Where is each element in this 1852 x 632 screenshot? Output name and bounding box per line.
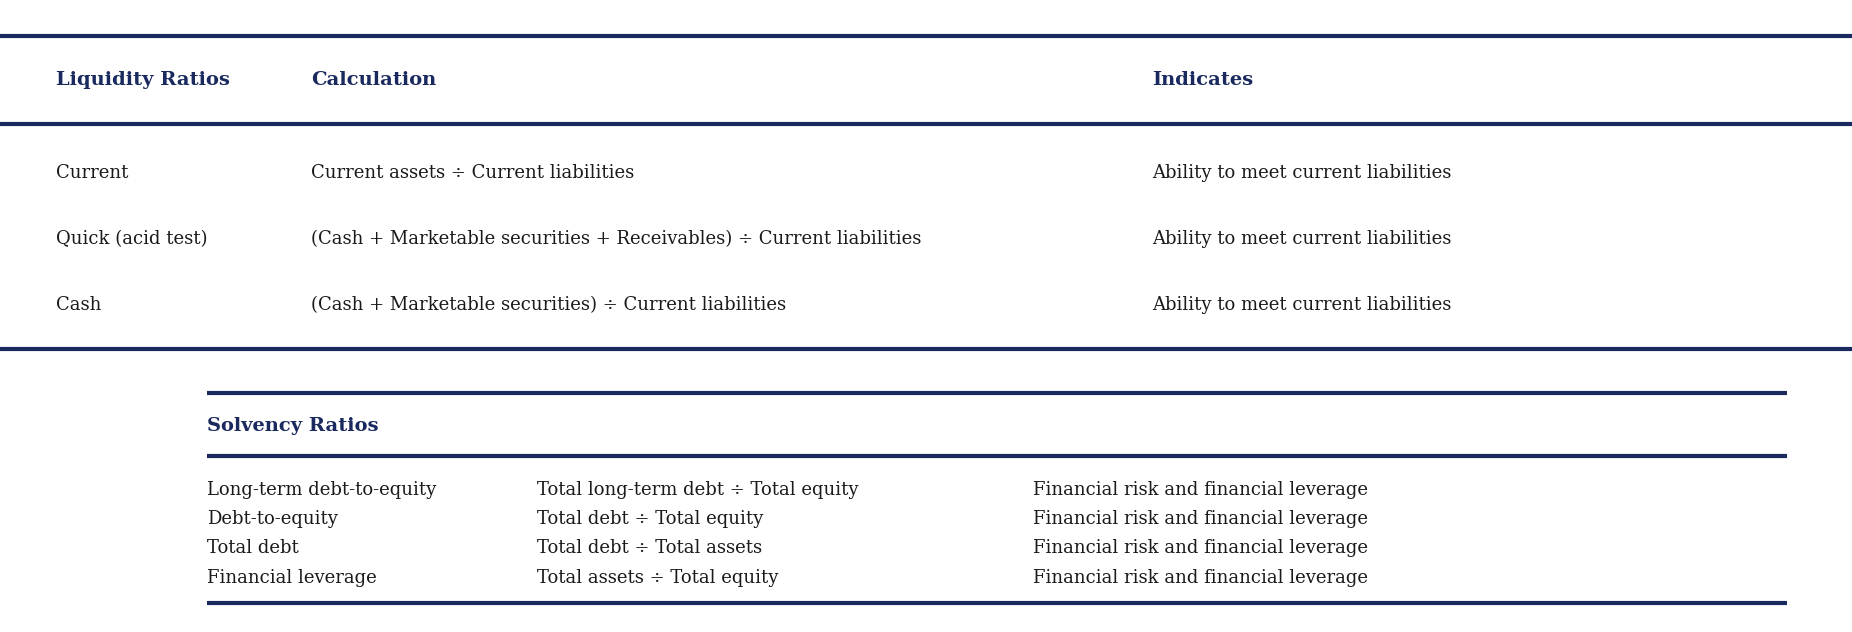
Text: Total long-term debt ÷ Total equity: Total long-term debt ÷ Total equity	[537, 481, 859, 499]
Text: Total debt ÷ Total assets: Total debt ÷ Total assets	[537, 540, 763, 557]
Text: (Cash + Marketable securities + Receivables) ÷ Current liabilities: (Cash + Marketable securities + Receivab…	[311, 230, 922, 248]
Text: Quick (acid test): Quick (acid test)	[56, 230, 207, 248]
Text: Financial risk and financial leverage: Financial risk and financial leverage	[1033, 569, 1369, 587]
Text: Debt-to-equity: Debt-to-equity	[207, 510, 339, 528]
Text: Ability to meet current liabilities: Ability to meet current liabilities	[1152, 296, 1452, 314]
Text: Total assets ÷ Total equity: Total assets ÷ Total equity	[537, 569, 778, 587]
Text: Solvency Ratios: Solvency Ratios	[207, 417, 380, 435]
Text: Ability to meet current liabilities: Ability to meet current liabilities	[1152, 164, 1452, 182]
Text: Long-term debt-to-equity: Long-term debt-to-equity	[207, 481, 437, 499]
Text: Financial risk and financial leverage: Financial risk and financial leverage	[1033, 540, 1369, 557]
Text: Calculation: Calculation	[311, 71, 437, 88]
Text: Total debt: Total debt	[207, 540, 300, 557]
Text: Total debt ÷ Total equity: Total debt ÷ Total equity	[537, 510, 763, 528]
Text: Financial risk and financial leverage: Financial risk and financial leverage	[1033, 510, 1369, 528]
Text: Ability to meet current liabilities: Ability to meet current liabilities	[1152, 230, 1452, 248]
Text: Liquidity Ratios: Liquidity Ratios	[56, 71, 230, 88]
Text: Financial risk and financial leverage: Financial risk and financial leverage	[1033, 481, 1369, 499]
Text: Financial leverage: Financial leverage	[207, 569, 378, 587]
Text: Cash: Cash	[56, 296, 102, 314]
Text: (Cash + Marketable securities) ÷ Current liabilities: (Cash + Marketable securities) ÷ Current…	[311, 296, 787, 314]
Text: Current assets ÷ Current liabilities: Current assets ÷ Current liabilities	[311, 164, 635, 182]
Text: Current: Current	[56, 164, 128, 182]
Text: Indicates: Indicates	[1152, 71, 1254, 88]
